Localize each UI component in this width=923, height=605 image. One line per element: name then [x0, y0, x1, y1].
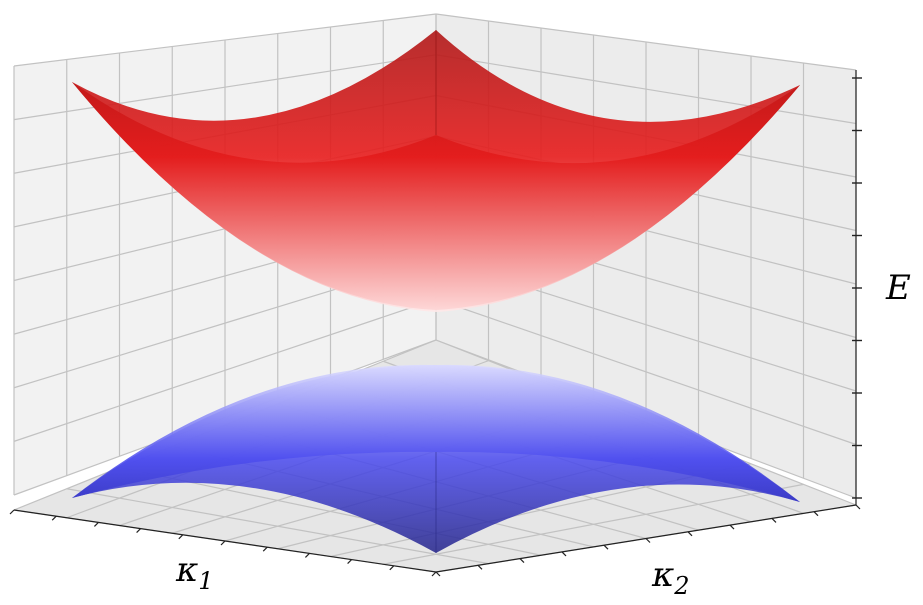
x-tick: [178, 534, 184, 540]
upper-surface-front: [72, 30, 800, 312]
y-axis-label: κ2: [652, 555, 690, 600]
y-tick: [813, 511, 819, 517]
y-tick: [435, 571, 441, 577]
y-tick: [771, 517, 777, 523]
grid-line: [383, 483, 804, 565]
axis-ticks: [9, 70, 862, 577]
x-tick: [304, 552, 310, 558]
x-tick: [431, 571, 437, 577]
y-tick: [687, 531, 693, 537]
z-axis-label: E: [886, 268, 911, 308]
x-tick: [51, 515, 57, 521]
x-tick: [136, 528, 142, 534]
x-tick: [9, 509, 15, 515]
x-axis-label: κ1: [176, 550, 214, 595]
x-tick: [220, 540, 226, 546]
y-tick: [855, 504, 861, 510]
x-tick: [347, 559, 353, 565]
series-upper-surface: [72, 30, 800, 312]
y-tick: [603, 544, 609, 550]
x-tick: [262, 546, 268, 552]
y-tick: [729, 524, 735, 530]
x-tick: [93, 521, 99, 527]
y-tick: [645, 538, 651, 543]
series-lower-surface: [72, 364, 800, 553]
grid-line: [435, 298, 857, 446]
grid-line: [13, 298, 437, 442]
y-tick: [519, 558, 525, 564]
y-tick: [477, 564, 483, 570]
y-tick: [561, 551, 567, 557]
x-tick: [389, 565, 395, 571]
